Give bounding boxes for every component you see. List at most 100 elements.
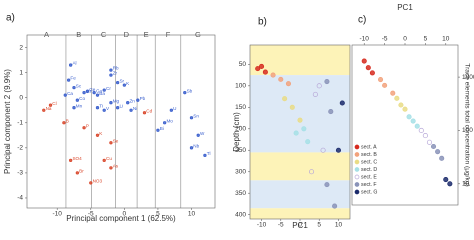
data-point: [136, 98, 140, 102]
legend-marker: [354, 159, 360, 165]
data-point: [122, 83, 127, 87]
data-point: [109, 73, 113, 77]
data-point: [320, 147, 326, 153]
data-point: [95, 93, 100, 97]
point-label: Se: [113, 138, 119, 143]
data-point: [339, 100, 345, 106]
data-point: [285, 81, 292, 87]
data-point: [410, 118, 416, 124]
data-point: [109, 141, 113, 145]
point-label: Co: [79, 96, 85, 101]
data-point: [102, 108, 106, 112]
x-tick-label: 5: [424, 36, 428, 43]
x-axis-title: PC1: [292, 221, 308, 229]
point-label: Ge: [89, 87, 96, 92]
data-point: [316, 83, 322, 89]
data-point: [377, 77, 384, 83]
y-axis-title: Depth (cm): [232, 112, 241, 152]
region-label: D: [124, 30, 130, 39]
data-point: [95, 133, 100, 137]
data-point: [115, 80, 120, 85]
region-label: G: [195, 30, 201, 39]
data-point: [369, 70, 375, 76]
point-label: Zn: [130, 98, 136, 103]
legend-label: sect. B: [361, 152, 377, 158]
legend-marker: [354, 167, 360, 172]
data-point: [102, 158, 106, 163]
data-point: [443, 177, 449, 183]
data-point: [142, 111, 147, 115]
data-point: [289, 104, 295, 110]
point-label: Nb: [193, 143, 199, 148]
x-tick-label: 5: [156, 211, 160, 218]
data-point: [262, 69, 268, 75]
data-point: [406, 114, 412, 120]
y-tick-label: -2: [17, 145, 23, 152]
x-tick-label: -10: [53, 211, 63, 218]
y-tick-label: 100: [235, 83, 246, 90]
x-tick-label: 10: [442, 36, 450, 43]
y-tick-label: -4: [17, 195, 23, 202]
y-axis-title: Trace elements total concentration (μg/k…: [463, 63, 470, 186]
point-label: Mg: [113, 98, 120, 103]
data-point: [390, 90, 396, 96]
data-point: [95, 106, 100, 110]
data-point: [72, 106, 76, 110]
data-point: [382, 82, 388, 88]
point-label: Ti: [99, 103, 103, 108]
point-label: Ba: [99, 91, 105, 96]
data-point: [66, 78, 71, 82]
point-label: As: [113, 164, 119, 169]
data-point: [63, 93, 67, 97]
depth-band: [250, 152, 350, 181]
data-point: [255, 66, 261, 72]
x-tick-label: -5: [382, 36, 388, 43]
data-point: [156, 128, 160, 132]
data-point: [335, 147, 342, 153]
point-label: Mn: [76, 103, 83, 108]
plot-frame: [26, 34, 216, 209]
data-point: [361, 58, 367, 64]
x-axis-title: PC1: [397, 3, 413, 12]
point-label: W: [200, 131, 205, 136]
data-point: [75, 98, 80, 102]
data-point: [426, 139, 433, 145]
data-point: [89, 181, 93, 185]
data-point: [196, 133, 200, 137]
point-label: Cd: [146, 108, 152, 113]
data-point: [394, 95, 400, 101]
x-tick-label: 0: [123, 211, 127, 218]
point-label: NO3: [93, 179, 103, 184]
data-point: [109, 101, 113, 105]
point-label: Br: [79, 169, 84, 174]
y-tick-label: 0: [19, 94, 23, 101]
data-point: [82, 91, 86, 95]
point-label: Bi: [160, 126, 164, 131]
point-label: Sn: [193, 113, 199, 118]
point-label: B: [66, 118, 69, 123]
data-point: [189, 146, 194, 150]
depth-band: [250, 75, 350, 153]
legend-marker: [354, 152, 360, 157]
y-tick-label: 350: [235, 190, 246, 197]
y-tick-label: 150: [235, 104, 246, 111]
panel-label: c): [358, 15, 366, 26]
data-point: [109, 166, 113, 170]
data-point: [282, 96, 288, 102]
y-tick-label: 200: [235, 125, 246, 132]
legend-marker: [354, 189, 360, 195]
point-label: Ga: [96, 88, 103, 93]
data-point: [439, 155, 445, 161]
y-tick-label: 250: [235, 147, 246, 154]
data-point: [422, 133, 428, 139]
legend-label: sect. F: [361, 182, 377, 188]
point-label: Al: [72, 61, 76, 66]
data-point: [162, 121, 167, 125]
data-point: [324, 182, 330, 188]
y-tick-label: 50: [239, 61, 247, 68]
point-label: Sr: [119, 78, 124, 83]
point-label: Mo: [166, 118, 173, 123]
data-point: [72, 86, 76, 90]
data-point: [278, 76, 284, 82]
